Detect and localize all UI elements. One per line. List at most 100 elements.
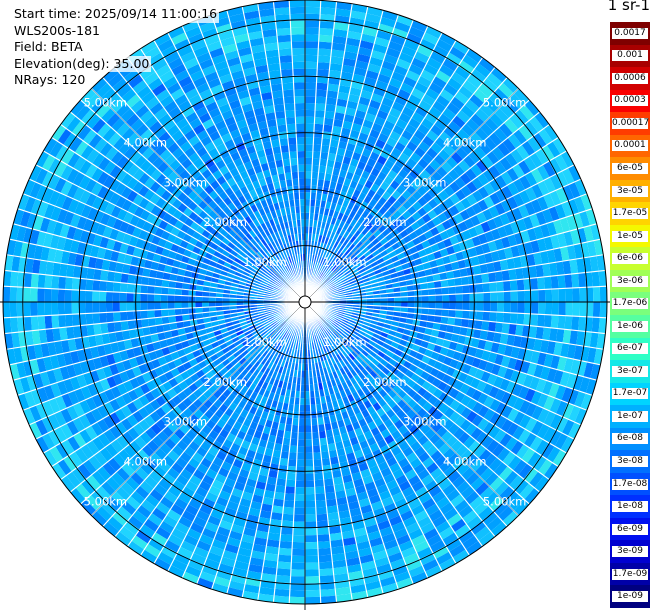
radar-gate-cell [96,367,107,381]
radar-gate-cell [202,497,216,509]
radar-gate-cell [374,454,387,466]
radar-gate-cell [167,449,180,463]
radar-gate-cell [199,571,216,583]
radar-gate-cell [88,455,103,471]
radar-gate-cell [217,467,230,478]
radar-gate-cell [474,127,489,142]
radar-gate-cell [35,168,49,185]
radar-gate-cell [251,256,260,264]
radar-gate-cell [121,431,135,445]
radar-gate-cell [249,358,258,367]
radar-gate-cell [249,258,257,266]
radar-gate-cell [578,272,587,288]
radar-gate-cell [548,206,560,222]
radar-gate-cell [506,422,519,437]
radar-gate-cell [386,136,398,148]
radar-gate-cell [369,350,378,359]
radar-gate-cell [305,500,316,508]
radar-gate-cell [583,225,594,243]
radar-gate-cell [506,334,516,347]
radar-gate-cell [530,198,543,214]
radar-gate-cell [148,242,158,254]
radar-gate-cell [494,415,508,430]
radar-gate-cell [232,517,247,528]
radar-gate-cell [39,217,51,233]
radar-gate-cell [135,485,150,500]
radar-gate-cell [177,491,192,505]
radar-gate-cell [502,451,517,467]
radar-gate-cell [322,322,328,329]
radar-gate-cell [405,140,418,153]
radar-gate-cell [474,481,490,496]
radar-gate-cell [478,233,488,245]
radar-gate-cell [537,195,549,211]
radar-gate-cell [531,183,544,199]
radar-gate-cell [70,350,80,365]
radar-gate-cell [338,169,348,178]
radar-gate-cell [67,252,77,266]
radar-gate-cell [327,442,337,452]
radar-gate-cell [425,444,439,457]
radar-gate-cell [338,263,346,270]
radar-gate-cell [317,340,323,348]
radar-gate-cell [335,269,343,277]
radar-gate-cell [542,327,551,341]
radar-gate-cell [37,274,46,289]
radar-gate-cell [405,32,423,45]
radar-gate-cell [357,379,366,389]
radar-gate-cell [160,363,171,374]
radar-gate-cell [458,431,471,445]
radar-gate-cell [567,198,580,216]
radar-gate-cell [61,148,75,165]
radar-gate-cell [366,106,379,117]
radar-gate-cell [352,520,366,531]
radar-gate-cell [184,326,193,334]
radar-gate-cell [419,276,428,284]
radar-gate-cell [477,199,489,212]
radar-gate-cell [105,302,114,313]
radar-gate-cell [203,317,212,324]
radar-gate-cell [489,281,497,293]
radar-gate-cell [213,345,222,354]
radar-gate-cell [377,519,392,531]
radar-gate-cell [478,141,492,156]
radar-gate-cell [496,312,504,323]
radar-gate-cell [330,323,337,330]
radar-gate-cell [567,422,581,440]
radar-gate-cell [82,459,97,475]
radar-gate-cell [510,346,520,359]
radar-gate-cell [454,277,462,287]
radar-gate-cell [443,465,457,479]
radar-gate-cell [329,181,337,190]
radar-gate-cell [289,589,305,598]
radar-gate-cell [253,385,262,394]
radar-gate-cell [356,206,365,216]
radar-gate-cell [35,151,50,169]
radar-gate-cell [167,250,177,260]
radar-gate-cell [419,320,428,328]
radar-gate-cell [203,214,214,225]
radar-gate-cell [449,181,461,194]
radar-gate-cell [173,428,186,440]
radar-gate-cell [345,240,353,249]
radar-gate-cell [470,113,485,128]
radar-gate-cell [202,307,210,313]
radar-gate-cell [363,573,380,584]
radar-gate-cell [345,452,356,462]
radar-gate-cell [447,138,461,152]
radar-gate-cell [181,295,189,302]
radar-gate-cell [222,297,230,302]
radar-gate-cell [193,546,210,559]
radar-gate-cell [268,317,276,323]
radar-gate-cell [253,360,261,369]
radar-gate-cell [503,367,514,381]
radar-gate-cell [148,350,158,362]
radar-gate-cell [408,26,426,39]
radar-gate-cell [586,286,594,302]
radar-gate-cell [395,370,405,380]
radar-gate-cell [318,554,333,563]
radar-gate-cell [332,476,344,486]
radar-gate-cell [470,132,484,146]
radar-gate-cell [367,63,382,74]
radar-gate-cell [420,69,436,83]
